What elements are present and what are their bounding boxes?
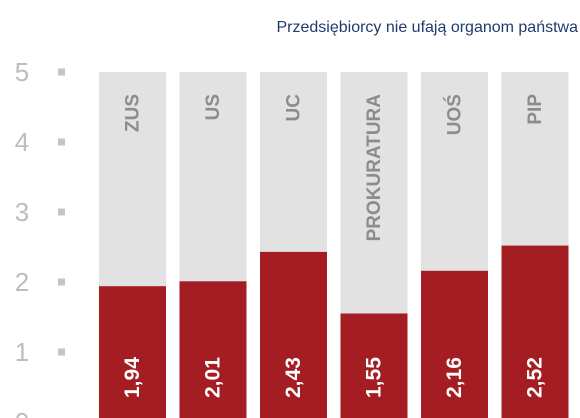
value-label: 2,43 (282, 357, 305, 398)
bar (340, 313, 408, 418)
bar (99, 286, 166, 418)
value-label: 2,16 (443, 357, 466, 398)
y-tick-mark (58, 348, 65, 356)
category-label: US (203, 94, 224, 120)
value-label: 1,94 (121, 357, 144, 398)
y-tick-label: 0 (15, 407, 29, 418)
chart-title: Przedsiębiorcy nie ufają organom państwa (277, 19, 579, 36)
y-tick-label: 1 (15, 337, 29, 367)
bar (179, 281, 247, 418)
bar (260, 251, 327, 418)
category-label: UC (284, 94, 305, 122)
y-tick-label: 4 (15, 127, 29, 157)
category-label: PIP (525, 94, 546, 125)
category-label: PROKURATURA (364, 94, 385, 242)
y-tick-mark (58, 208, 65, 216)
y-tick-mark (58, 278, 65, 286)
value-label: 2,52 (524, 357, 547, 398)
category-label: UOŚ (444, 94, 466, 135)
y-tick-mark (58, 138, 65, 146)
value-label: 1,55 (363, 357, 386, 398)
y-tick-mark (58, 68, 65, 76)
y-tick-label: 3 (15, 197, 29, 227)
bar (421, 270, 488, 418)
value-label: 2,01 (202, 357, 225, 398)
y-tick-label: 5 (15, 57, 29, 87)
y-tick-label: 2 (15, 267, 29, 297)
category-label: ZUS (123, 94, 144, 132)
bar (501, 245, 569, 418)
